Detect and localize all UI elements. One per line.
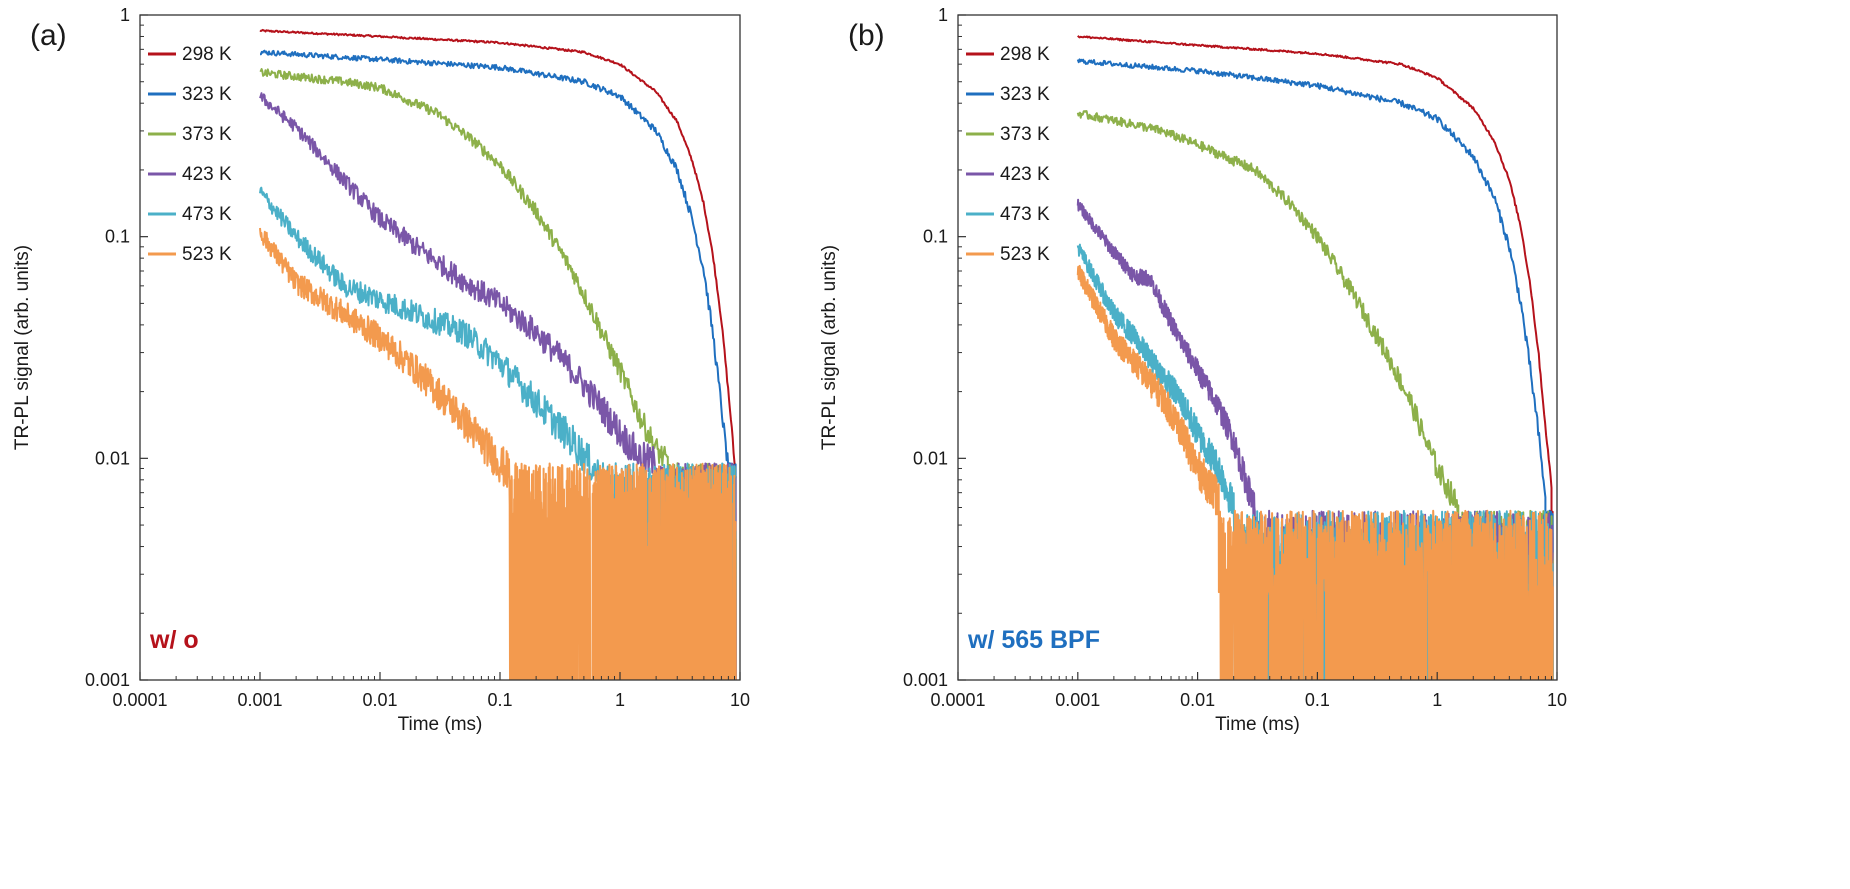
- series-traces: [259, 28, 737, 680]
- x-tick-label: 0.001: [1055, 690, 1100, 710]
- x-tick-label: 1: [615, 690, 625, 710]
- series-traces: [1076, 35, 1554, 680]
- legend-label: 423 K: [1000, 164, 1050, 185]
- x-tick-label: 0.0001: [112, 690, 167, 710]
- x-tick-label: 0.001: [237, 690, 282, 710]
- y-tick-label: 0.01: [95, 448, 130, 468]
- y-tick-label: 0.1: [923, 227, 948, 247]
- plot-frame: [139, 14, 741, 681]
- y-tick-label: 0.001: [903, 670, 948, 690]
- series-523k-line: [259, 227, 737, 680]
- y-tick-label: 0.01: [913, 448, 948, 468]
- y-tick-label: 0.001: [85, 670, 130, 690]
- legend: 298 K 323 K 373 K 423 K 473 K 523 K: [148, 44, 232, 265]
- x-tick-label: 0.1: [487, 690, 512, 710]
- y-tick-label: 0.1: [105, 227, 130, 247]
- x-tick-label: 10: [730, 690, 750, 710]
- panel-label: (a): [30, 19, 67, 52]
- x-tick-label: 0.01: [1180, 690, 1215, 710]
- x-tick-label: 10: [1547, 690, 1567, 710]
- plot-frame: [957, 14, 1558, 681]
- x-tick-label: 0.0001: [930, 690, 985, 710]
- legend-label: 373 K: [182, 124, 232, 145]
- legend-label: 473 K: [1000, 204, 1050, 225]
- x-tick-label: 0.01: [362, 690, 397, 710]
- series-523k-line: [1076, 264, 1554, 680]
- y-axis-label: TR-PL signal (arb. units): [12, 245, 33, 450]
- legend-label: 373 K: [1000, 124, 1050, 145]
- legend: 298 K 323 K 373 K 423 K 473 K 523 K: [966, 44, 1050, 265]
- series-373k-line: [259, 68, 737, 680]
- legend-label: 323 K: [1000, 84, 1050, 105]
- legend-label: 523 K: [1000, 244, 1050, 265]
- y-axis-label: TR-PL signal (arb. units): [819, 245, 840, 450]
- condition-label: w/ 565 BPF: [967, 626, 1100, 654]
- legend-label: 423 K: [182, 164, 232, 185]
- panel-label: (b): [848, 19, 885, 52]
- x-tick-label: 1: [1432, 690, 1442, 710]
- x-axis-label: Time (ms): [398, 714, 483, 735]
- y-tick-label: 1: [938, 5, 948, 25]
- x-axis-label: Time (ms): [1215, 714, 1300, 735]
- legend-label: 473 K: [182, 204, 232, 225]
- legend-label: 298 K: [182, 44, 232, 65]
- legend-label: 298 K: [1000, 44, 1050, 65]
- x-tick-label: 0.1: [1305, 690, 1330, 710]
- legend-label: 523 K: [182, 244, 232, 265]
- condition-label: w/ o: [149, 626, 199, 654]
- legend-label: 323 K: [182, 84, 232, 105]
- y-tick-label: 1: [120, 5, 130, 25]
